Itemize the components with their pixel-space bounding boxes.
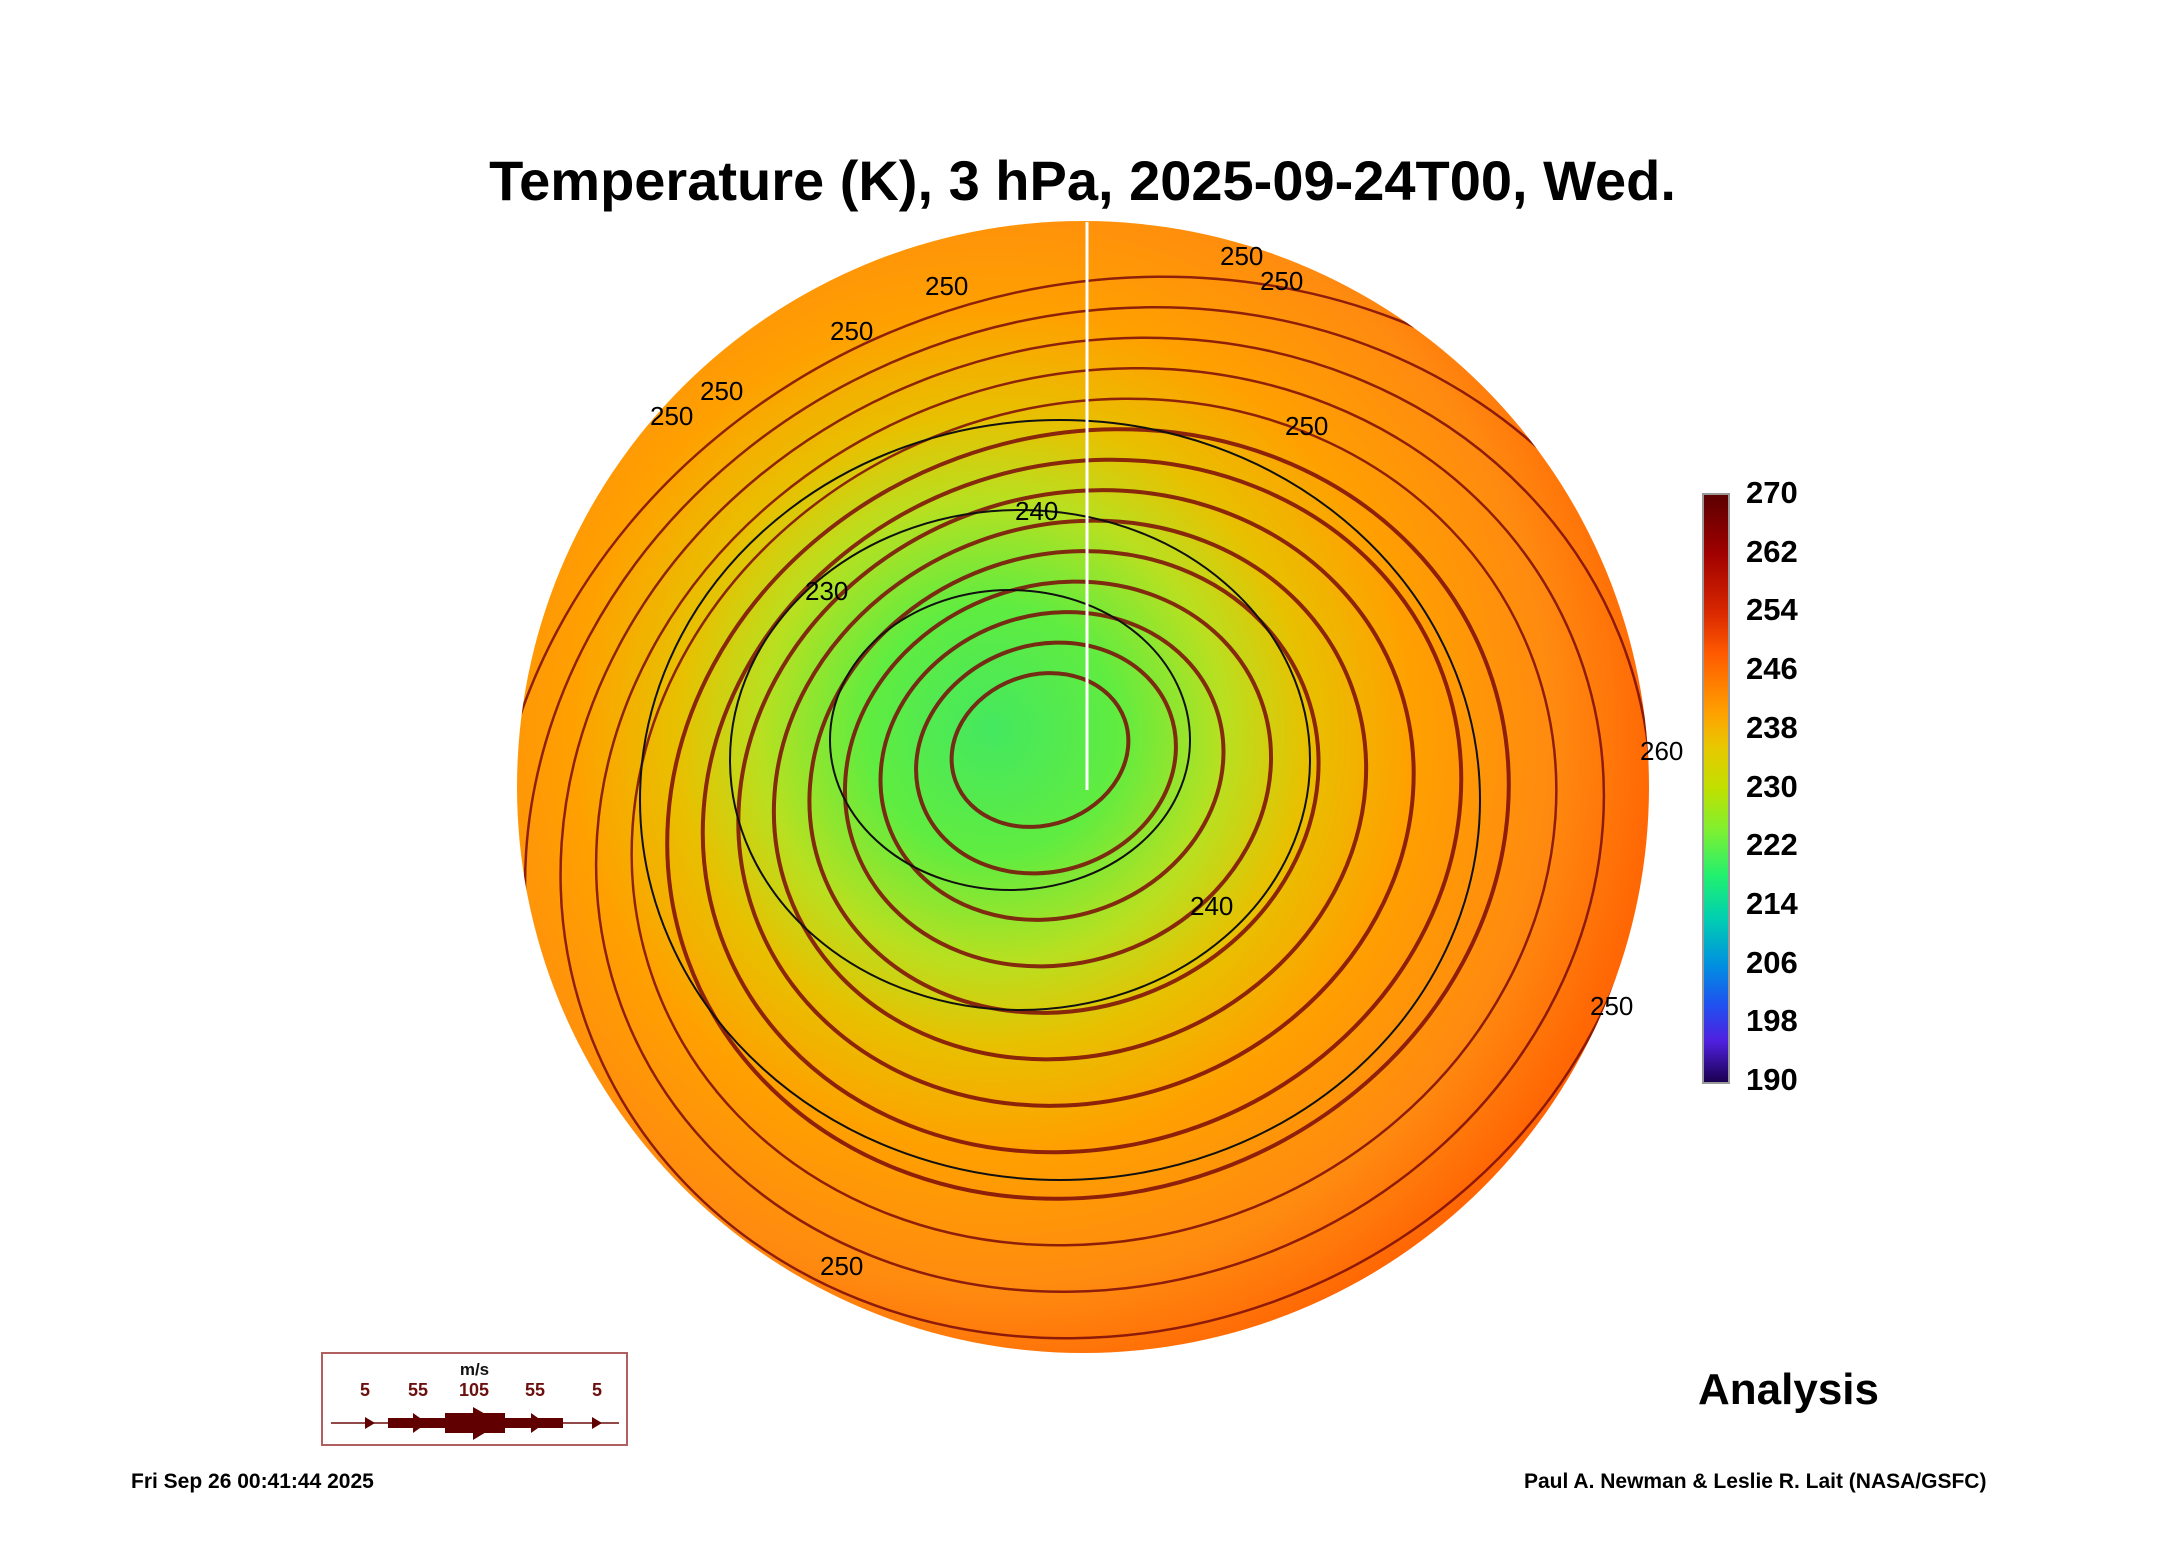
wind-value: 5 [359,1380,371,1400]
wind-arrow-scale [331,1407,619,1440]
contour-line [639,419,1481,1181]
contour-label: 250 [1220,241,1263,271]
temperature-field [517,221,1649,1353]
analysis-label: Analysis [1698,1365,1879,1414]
temperature-contours [639,419,1481,1181]
contour-label: 250 [1590,991,1633,1021]
colorbar-tick-label: 238 [1746,709,1798,745]
colorbar-tick-label: 190 [1746,1062,1798,1097]
contour-line [829,589,1191,891]
contour-label: 250 [650,401,693,431]
colorbar-tick-label: 254 [1746,592,1798,628]
chart-title: Temperature (K), 3 hPa, 2025-09-24T00, W… [489,149,1676,212]
streamline [807,549,1321,1015]
colorbar [1702,493,1730,1084]
contour-label: 250 [1285,411,1328,441]
colorbar-tick-label: 198 [1746,1003,1798,1039]
contour-label: 240 [1190,891,1233,921]
wind-value: 105 [458,1380,490,1400]
streamline [559,336,1649,1340]
wind-value: 55 [407,1380,429,1400]
colorbar-tick-label: 270 [1746,475,1798,510]
credit: Paul A. Newman & Leslie R. Lait (NASA/GS… [1524,1470,1987,1493]
streamline [842,579,1274,969]
colorbar-tick-label: 214 [1746,885,1798,921]
contour-label: 250 [1260,266,1303,296]
wind-unit: m/s [459,1360,490,1379]
colorbar-tick-label: 222 [1746,827,1798,863]
streamline [665,427,1511,1201]
colorbar-tick-label: 246 [1746,651,1798,687]
contour-line [729,509,1311,1011]
colorbar-tick-label: 206 [1746,944,1798,980]
streamline [700,457,1464,1155]
streamline [878,610,1226,922]
contour-label: 250 [700,376,743,406]
streamline [594,366,1606,1294]
contour-label: 230 [805,576,848,606]
contour-label: 240 [1015,496,1058,526]
contour-label: 250 [820,1251,863,1281]
contour-label: 250 [925,271,968,301]
contour-label: 260 [1640,736,1683,766]
streamline [630,397,1558,1247]
contour-label: 250 [830,316,873,346]
colorbar-tick-label: 230 [1746,768,1798,804]
streamline [949,671,1131,829]
streamline [914,640,1178,876]
timestamp: Fri Sep 26 00:41:44 2025 [131,1470,374,1493]
colorbar-tick-label: 262 [1746,533,1798,569]
wind-legend: m/s 5 55 105 55 5 [321,1352,628,1446]
wind-value: 5 [591,1380,603,1400]
streamline [771,518,1369,1062]
wind-value: 55 [524,1380,546,1400]
